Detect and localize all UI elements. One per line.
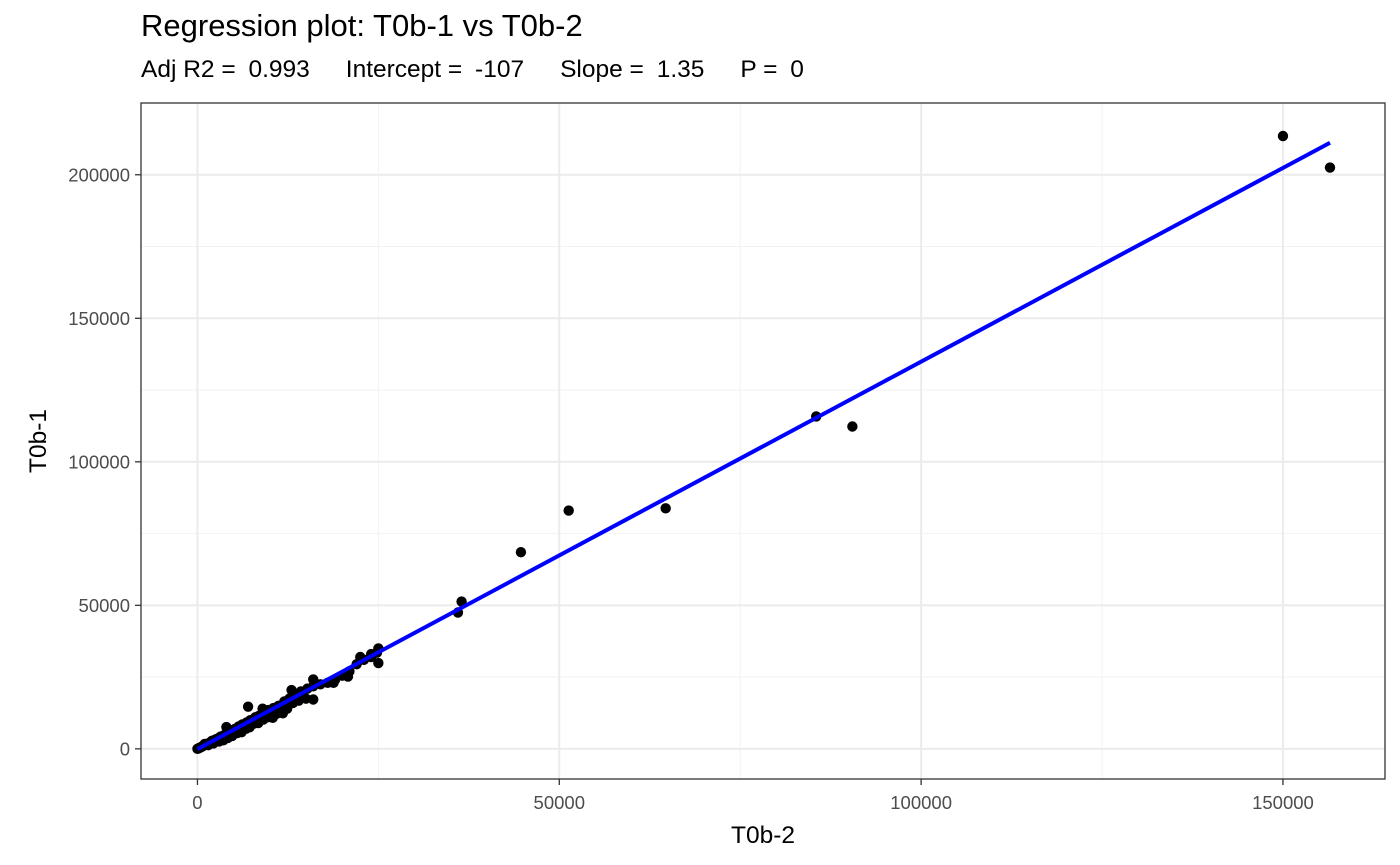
regression-line-group: [196, 140, 1331, 751]
data-point: [373, 657, 384, 669]
data-point: [847, 421, 858, 432]
data-point: [1324, 162, 1336, 173]
adj-r2-value: 0.993: [248, 56, 310, 83]
intercept-stat: Intercept = -107: [346, 56, 524, 83]
slope-stat: Slope = 1.35: [560, 56, 704, 83]
y-tick-label: 50000: [79, 595, 130, 616]
slope-label: Slope =: [560, 56, 651, 83]
data-point: [221, 721, 232, 733]
data-point: [563, 505, 574, 516]
data-point: [308, 694, 319, 705]
adj-r2-stat: Adj R2 = 0.993: [141, 56, 310, 83]
data-point: [308, 674, 319, 685]
p-stat: P = 0: [740, 56, 803, 83]
x-tick-label: 50000: [534, 792, 585, 813]
data-point: [328, 677, 339, 689]
data-point: [515, 547, 527, 558]
x-tick-label: 150000: [1252, 792, 1314, 813]
y-tick-label: 150000: [68, 308, 130, 329]
x-axis-ticks: 0 50000 100000 150000: [192, 779, 1314, 813]
slope-value: 1.35: [656, 56, 705, 83]
data-point: [660, 503, 671, 514]
adj-r2-label: Adj R2 =: [141, 56, 243, 83]
data-point: [1277, 130, 1289, 142]
x-tick-label: 100000: [890, 792, 952, 813]
p-label: P =: [740, 56, 785, 83]
regression-line: [196, 140, 1331, 751]
plot-panel-border: [140, 102, 1386, 780]
intercept-value: -107: [475, 56, 525, 83]
y-tick-label: 100000: [68, 451, 130, 472]
major-grid: [141, 103, 1385, 779]
data-point: [286, 684, 297, 696]
x-axis-label: T0b-2: [731, 822, 795, 849]
chart-subtitle: Adj R2 = 0.993 Intercept = -107 Slope = 1.…: [141, 56, 840, 84]
data-point: [242, 701, 254, 712]
x-tick-label: 0: [192, 792, 202, 813]
p-value: 0: [790, 56, 804, 83]
intercept-label: Intercept =: [345, 56, 470, 83]
chart-title: Regression plot: T0b-1 vs T0b-2: [141, 8, 583, 43]
y-axis-label: T0b-1: [25, 409, 52, 473]
y-axis-ticks: 0 50000 100000 150000 200000: [68, 164, 141, 759]
data-point: [342, 671, 354, 682]
y-tick-label: 0: [120, 738, 130, 759]
y-tick-label: 200000: [68, 164, 130, 185]
